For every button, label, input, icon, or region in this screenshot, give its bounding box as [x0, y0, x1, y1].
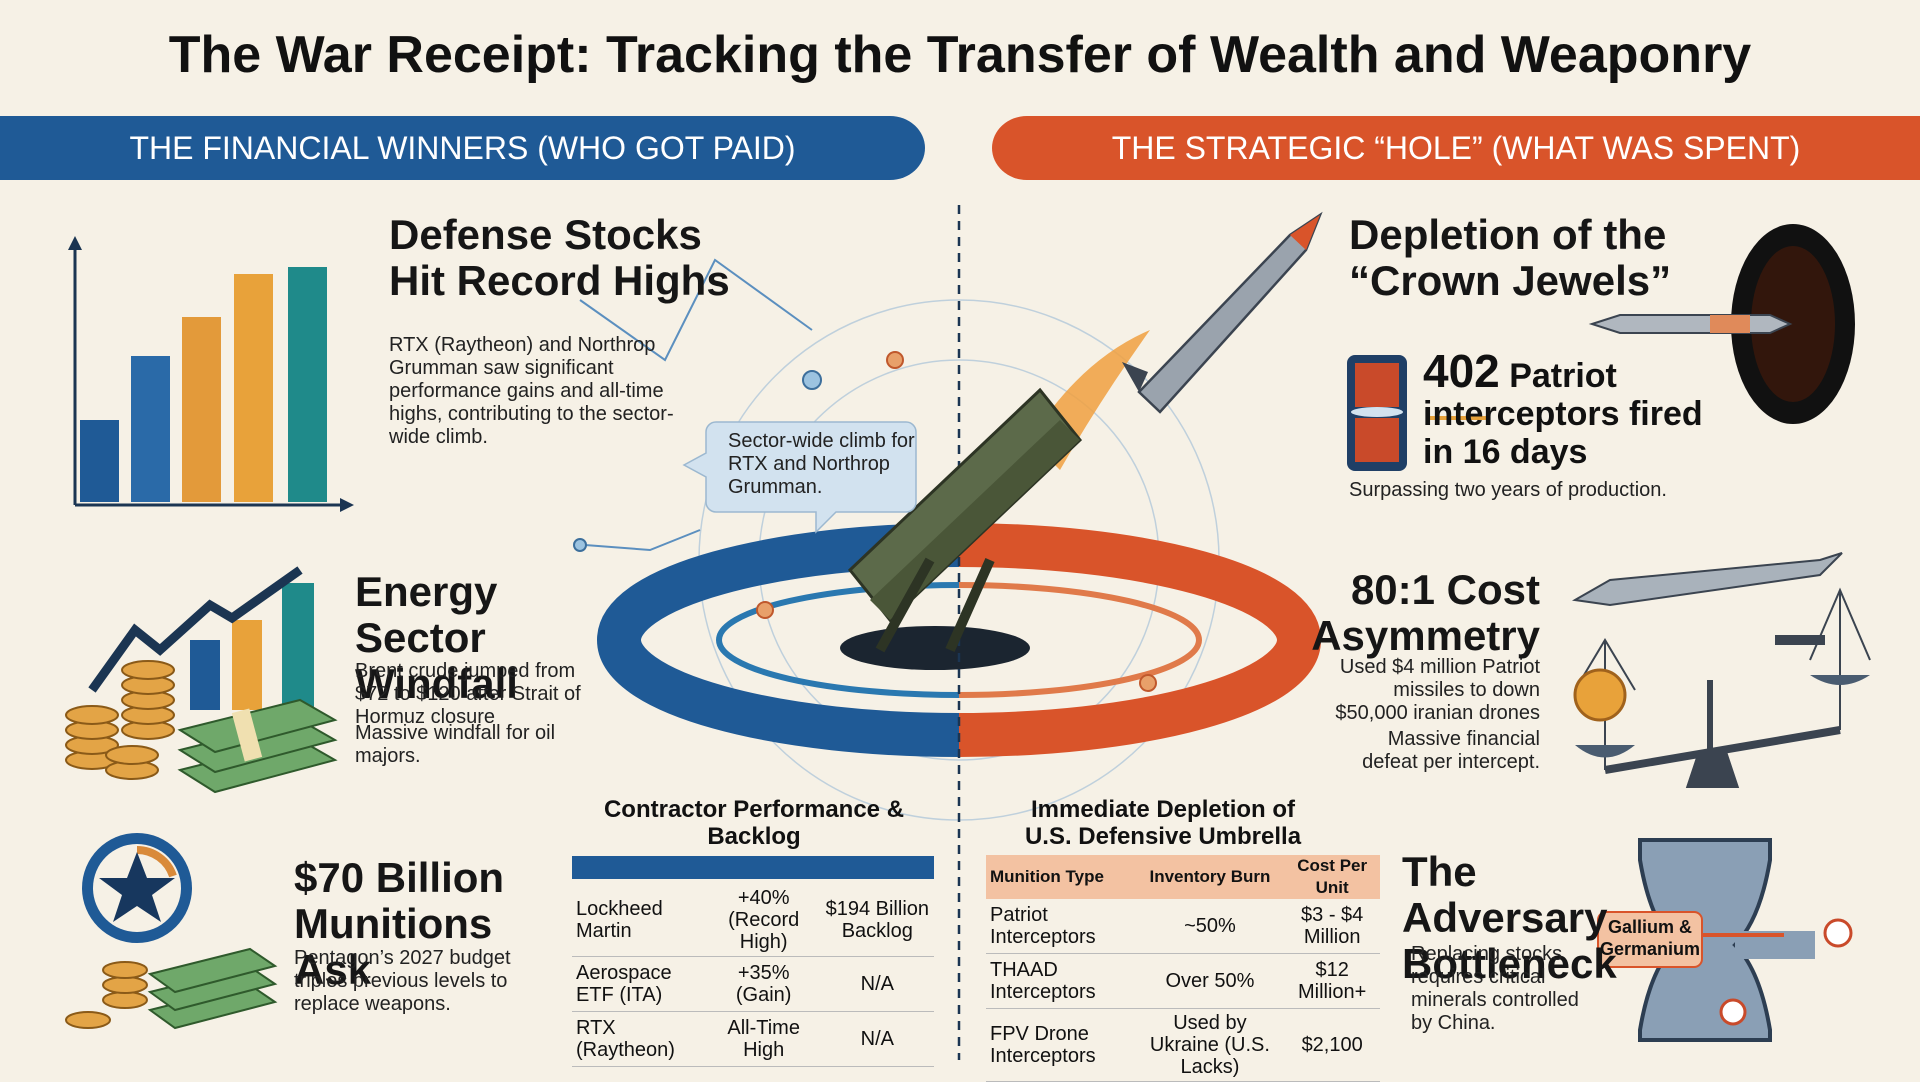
table-cell: $3 - $4 Million: [1284, 899, 1380, 954]
table-row: Lockheed Martin +40% (Record High) $194 Bi…: [572, 884, 934, 957]
munition-table: Munition Type Inventory Burn Cost Per Unit…: [986, 855, 1380, 1082]
table-cell: THAAD Interceptors: [986, 953, 1136, 1009]
table-cell: ~50%: [1135, 899, 1285, 954]
table-cell: Patriot Interceptors: [986, 899, 1136, 954]
table-cell: RTX (Raytheon): [572, 1011, 707, 1067]
table-cell: +40% (Record High): [706, 884, 821, 957]
header-cell: Inventory Burn: [1135, 855, 1285, 899]
page-title: The War Receipt: Tracking the Transfer o…: [168, 26, 1752, 84]
table-row: RTX (Raytheon) All-Time High N/A: [572, 1011, 934, 1067]
table-cell: $194 Billion Backlog: [820, 884, 934, 957]
table-cell: +35% (Gain): [706, 956, 821, 1012]
table-cell: N/A: [820, 956, 934, 1012]
hole-icon: [1588, 224, 1855, 424]
callout: Sector-wide climb for RTX and Northrop G…: [728, 430, 915, 498]
table-title: Immediate Depletion of U.S. Defensive Um…: [1024, 796, 1302, 850]
header-cell: Munition Type: [986, 855, 1136, 899]
section-body: Pentagon’s 2027 budget triples previous …: [294, 947, 511, 1015]
table-cell: Used by Ukraine (U.S. Lacks): [1135, 1008, 1285, 1082]
left-banner: THE FINANCIAL WINNERS (WHO GOT PAID): [129, 130, 796, 166]
table-cell: FPV Drone Interceptors: [986, 1008, 1136, 1082]
table-cell: N/A: [820, 1011, 934, 1067]
bar-chart-icon: [68, 236, 354, 512]
star-badge-icon: [82, 833, 192, 943]
table-row: Aerospace ETF (ITA) +35% (Gain) N/A: [572, 956, 934, 1012]
section-body: Used $4 million Patriot missiles to down…: [1335, 656, 1540, 724]
table-row: THAAD Interceptors Over 50% $12 Million+: [986, 953, 1380, 1009]
section-heading: The Adversary Bottleneck: [1402, 848, 1617, 987]
table-row: FPV Drone Interceptors Used by Ukraine (U…: [986, 1008, 1380, 1082]
stat-note: Surpassing two years of production.: [1349, 479, 1667, 501]
section-body: Brent crude jumped from $72 to $120 afte…: [355, 660, 581, 728]
table-cell: Over 50%: [1135, 953, 1285, 1009]
mineral-label: Gallium & Germanium: [1599, 917, 1701, 959]
left-banner-bg: [0, 116, 925, 180]
stat-text: Patriot interceptors fired in 16 days: [1423, 357, 1703, 471]
table-row: Patriot Interceptors ~50% $3 - $4 Million: [986, 899, 1380, 954]
stat: 402 Patriot interceptors fired in 16 day…: [1423, 348, 1713, 471]
section-heading: Energy Sector Windfall: [355, 568, 518, 707]
section-heading: Depletion of the “Crown Jewels”: [1349, 211, 1672, 304]
section-heading: $70 Billion Munitions Ask: [294, 854, 505, 993]
table-title: Contractor Performance & Backlog: [603, 796, 905, 850]
interceptor-icon: [1347, 355, 1490, 471]
table-cell: All-Time High: [706, 1011, 821, 1067]
table-header-bar: [572, 856, 934, 879]
center-art: [573, 205, 1323, 1060]
header-cell: Cost Per Unit: [1284, 855, 1380, 899]
section-body: Massive windfall for oil majors.: [355, 722, 556, 767]
hourglass-icon: [1597, 838, 1853, 1042]
table-cell: Aerospace ETF (ITA): [572, 956, 707, 1012]
section-heading: 80:1 Cost Asymmetry: [1311, 566, 1540, 659]
section-body: Replacing stocks requires critical miner…: [1411, 943, 1579, 1034]
scale-icon: [1571, 552, 1871, 788]
contractor-table: Lockheed Martin +40% (Record High) $194 Bi…: [572, 884, 934, 1067]
table-cell: $12 Million+: [1284, 953, 1380, 1009]
header-row: Munition Type Inventory Burn Cost Per Unit: [986, 855, 1380, 899]
section-heading: Defense Stocks Hit Record Highs: [389, 211, 730, 304]
table-cell: $2,100: [1284, 1008, 1380, 1082]
right-banner: THE STRATEGIC “HOLE” (WHAT WAS SPENT): [1111, 130, 1801, 166]
table-cell: Lockheed Martin: [572, 884, 707, 957]
energy-icon: [65, 566, 338, 794]
right-banner-bg: [992, 116, 1920, 180]
money-icon: [65, 947, 278, 1030]
section-body: RTX (Raytheon) and Northrop Grumman saw …: [389, 334, 674, 448]
section-body: Massive financial defeat per intercept.: [1362, 728, 1540, 773]
stat-number: 402: [1423, 345, 1500, 397]
